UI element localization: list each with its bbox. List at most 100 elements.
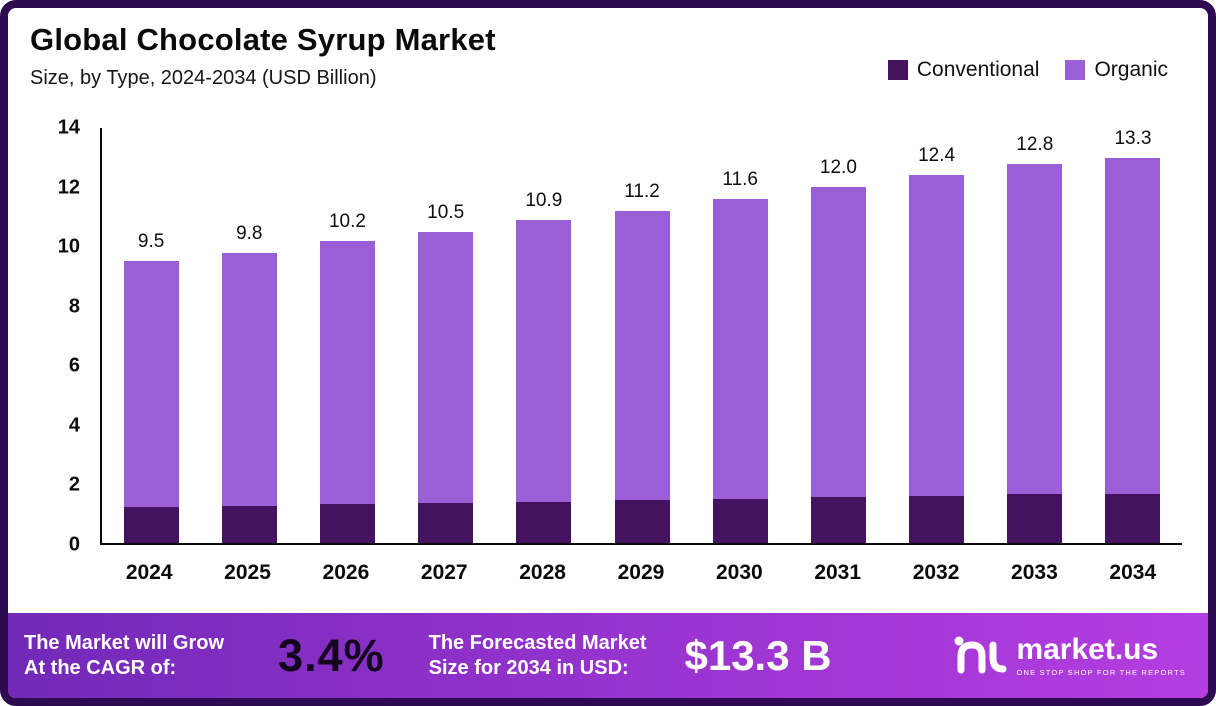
bars-container: 9.5 9.8 10.2 10.5 10.9 11.2 11.6 12.0 12.4 12.8 13… [102,128,1182,543]
chart-title: Global Chocolate Syrup Market [30,22,496,57]
y-axis: 0 2 4 6 8 10 12 14 [32,117,94,556]
cagr-value: 3.4% [278,629,385,681]
bar-segment-conventional [909,495,965,543]
bar-segment-conventional [319,504,375,543]
bar-2029: 11.2 [593,128,691,543]
x-axis-label: 2028 [519,561,566,584]
y-axis-tick-label: 10 [57,235,80,258]
bar-segment-conventional [1105,493,1161,543]
stacked-bar [516,219,572,543]
bar-segment-organic [516,219,572,502]
stacked-bar [418,231,474,543]
bar-segment-organic [810,187,866,498]
y-axis-tick-label: 6 [68,354,80,377]
stacked-bar [319,240,375,543]
x-axis-label: 2027 [420,561,468,584]
bar-total-label: 12.8 [1016,133,1054,155]
chart-header: Global Chocolate Syrup Market Size, by T… [30,22,1182,90]
y-axis-tick-label: 8 [68,295,80,318]
stacked-bar [1007,163,1063,543]
bar-2030: 11.6 [691,128,789,543]
bar-segment-conventional [418,502,474,543]
x-axis: 2024 2025 2026 2027 2028 2029 2030 2031 2032 2033… [100,561,1182,585]
bar-segment-organic [1007,163,1063,495]
bar-segment-organic [123,261,179,508]
bar-segment-organic [1105,158,1161,494]
bar-2024: 9.5 [102,128,200,543]
market-us-brand: market.us ONE STOP SHOP FOR THE REPORTS [952,632,1186,679]
brand-text: market.us ONE STOP SHOP FOR THE REPORTS [1016,632,1186,677]
bar-total-label: 11.2 [624,181,660,202]
bar-2028: 10.9 [495,128,593,543]
brand-tagline: ONE STOP SHOP FOR THE REPORTS [1016,667,1186,677]
stacked-bar [614,211,670,543]
chart-area: 0 2 4 6 8 10 12 14 9.5 9.8 10.2 10.5 10.9 11.2 11.6 12… [32,117,1182,584]
legend: Conventional Organic [887,58,1168,82]
forecast-value: $13.3 B [684,631,832,679]
legend-swatch-organic [1065,60,1086,80]
x-axis-label: 2029 [617,561,665,584]
y-axis-tick-label: 2 [68,473,80,496]
bar-total-label: 10.2 [328,210,366,232]
stacked-bar [712,199,768,543]
bar-total-label: 12.4 [918,145,956,167]
stacked-bar [221,252,277,543]
y-axis-tick-label: 4 [68,414,80,437]
bar-segment-conventional [516,501,572,543]
bar-2031: 12.0 [789,128,887,543]
stacked-bar [1105,158,1161,543]
bar-segment-conventional [614,500,670,543]
legend-swatch-conventional [887,60,908,80]
x-axis-label: 2024 [125,561,173,584]
legend-label-organic: Organic [1094,58,1168,81]
stacked-bar [810,187,866,543]
cagr-label: The Market will Grow At the CAGR of: [24,631,225,679]
bar-2025: 9.8 [200,128,298,543]
bar-segment-organic [319,240,375,505]
x-axis-label: 2034 [1109,561,1157,584]
bar-2032: 12.4 [888,128,986,543]
y-axis-tick-label: 0 [68,533,80,556]
x-axis-label: 2031 [814,561,862,584]
bar-total-label: 11.6 [722,169,758,191]
bar-total-label: 13.3 [1114,128,1152,149]
bar-segment-conventional [221,505,277,543]
bar-total-label: 10.5 [427,201,465,223]
x-axis-label: 2026 [322,561,370,584]
x-axis-label: 2030 [715,561,763,584]
bar-segment-organic [712,199,768,499]
y-axis-tick-label: 12 [57,176,80,199]
x-axis-label: 2033 [1011,561,1058,584]
bar-2034: 13.3 [1084,128,1182,543]
brand-name: market.us [1016,632,1159,666]
bar-segment-organic [418,231,474,503]
bar-total-label: 10.9 [525,189,563,211]
stacked-bar [909,175,965,543]
legend-item-organic: Organic [1065,58,1168,82]
forecast-label: The Forecasted Market Size for 2034 in U… [428,631,647,679]
bar-segment-organic [221,252,277,506]
bar-2026: 10.2 [298,128,396,543]
market-us-logo-icon [952,632,1008,679]
bar-segment-conventional [1007,494,1063,543]
bar-segment-conventional [712,498,768,543]
bar-total-label: 9.8 [236,222,263,244]
footer-banner: The Market will Grow At the CAGR of: 3.4… [8,613,1208,698]
bar-segment-conventional [810,497,866,543]
bar-2033: 12.8 [986,128,1084,543]
bar-segment-conventional [123,507,179,543]
bar-segment-organic [614,211,670,501]
bar-segment-organic [909,175,965,496]
stacked-bar [123,261,179,543]
y-axis-tick-label: 14 [57,116,80,139]
chart-subtitle: Size, by Type, 2024-2034 (USD Billion) [30,67,377,89]
bar-2027: 10.5 [397,128,495,543]
bar-total-label: 12.0 [819,157,857,179]
x-axis-label: 2032 [912,561,960,584]
legend-label-conventional: Conventional [916,58,1040,81]
plot-area: 9.5 9.8 10.2 10.5 10.9 11.2 11.6 12.0 12.4 12.8 13… [100,128,1182,545]
legend-item-conventional: Conventional [887,58,1040,82]
x-axis-label: 2025 [224,561,271,584]
bar-total-label: 9.5 [137,231,165,253]
